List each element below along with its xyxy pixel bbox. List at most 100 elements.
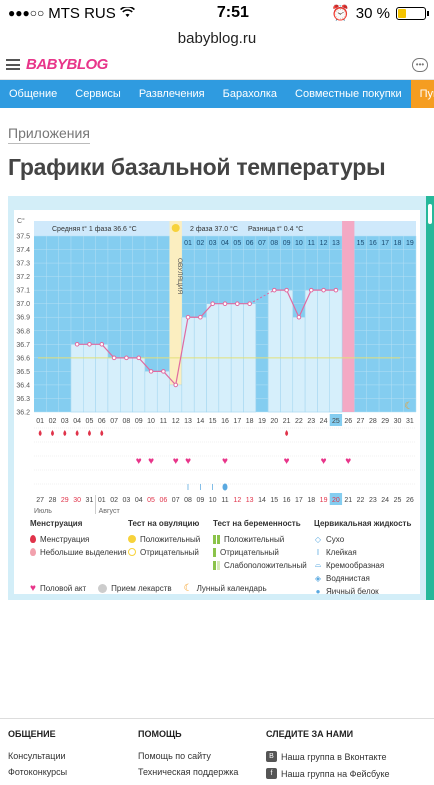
cervical-mark: [222, 483, 228, 491]
top-day-label: 07: [258, 240, 266, 247]
phase1-summary: Средняя t° 1 фаза 36.6 °С: [52, 225, 137, 233]
temp-bar: [329, 289, 343, 413]
menstruation-drop: [63, 430, 67, 436]
today-marker-bottom: [329, 493, 343, 505]
cycle-day-label: 31: [406, 418, 414, 425]
legend-cervical-title: Цервикальная жидкость: [314, 519, 412, 528]
calendar-date-label: 22: [357, 497, 365, 504]
today-marker: [329, 414, 343, 426]
temperature-point: [148, 369, 154, 374]
heart-icon: ♥: [30, 583, 36, 594]
calendar-date-label: 13: [246, 497, 254, 504]
menu-icon[interactable]: [6, 59, 20, 70]
pill-icon: [98, 584, 108, 593]
temperature-point: [235, 301, 240, 306]
cycle-day-label: 23: [307, 418, 315, 425]
temperature-point: [87, 342, 92, 347]
legend-item: Сухо: [326, 534, 345, 544]
egg-white-icon: ●: [315, 586, 321, 596]
breadcrumb[interactable]: Приложения: [8, 125, 90, 144]
temp-bar: [120, 357, 133, 413]
cycle-day-label: 04: [73, 418, 81, 425]
footer-vk-link[interactable]: B Наша группа в Вконтакте: [266, 751, 390, 762]
legend-item: Слабоположительный: [224, 560, 307, 570]
legend-item: Отрицательный: [220, 547, 279, 557]
highlight-column: [342, 236, 355, 412]
calendar-date-label: 08: [184, 497, 192, 504]
cycle-day-label: 07: [110, 418, 118, 425]
faint-bar-icon: [213, 560, 220, 570]
calendar-date-label: 09: [196, 497, 204, 504]
cycle-day-label: 03: [61, 418, 69, 425]
legend-item: Клейкая: [326, 547, 357, 557]
double-bar-icon: [213, 534, 220, 544]
nav-item-entertainment[interactable]: Развлечения: [138, 88, 205, 100]
nav-item-flea-market[interactable]: Барахолка: [222, 88, 278, 100]
spotting-drop: [285, 430, 289, 436]
calendar-date-label: 03: [123, 497, 131, 504]
y-tick-label: 36.9: [16, 315, 30, 322]
temperature-point: [99, 342, 105, 347]
battery-percent: 30 %: [355, 4, 390, 22]
calendar-date-label: 04: [135, 497, 143, 504]
y-tick-label: 37.1: [16, 288, 30, 295]
temp-bar: [267, 289, 281, 413]
temp-bar: [292, 316, 306, 413]
heart-mark: ♥: [173, 456, 179, 467]
side-tab[interactable]: [426, 196, 434, 600]
y-tick-label: 37.2: [16, 274, 30, 281]
footer-link-label: Наша группа на Фейсбуке: [281, 768, 390, 779]
menstruation-drop: [75, 430, 79, 436]
temp-bar: [83, 344, 96, 413]
top-day-label: 08: [270, 240, 278, 247]
cycle-day-label: 29: [381, 418, 389, 425]
top-day-label: 04: [221, 240, 229, 247]
battery-icon: [395, 6, 429, 20]
heart-mark: ♥: [345, 456, 351, 467]
legend-item: Менструация: [40, 534, 90, 544]
cycle-day-label: 01: [36, 418, 44, 425]
chat-icon[interactable]: •••: [412, 57, 428, 72]
nav-item-services[interactable]: Сервисы: [75, 88, 121, 100]
bottom-legend: ♥ Половой акт Прием лекарств ☾ Лунный кале…: [30, 583, 267, 594]
address-bar[interactable]: babyblog.ru: [0, 26, 434, 50]
nav-item-group-buying[interactable]: Совместные покупки: [295, 88, 402, 100]
y-tick-label: 36.2: [16, 410, 30, 417]
footer-link[interactable]: Техническая поддержка: [138, 767, 239, 777]
ovulation-sun-icon: [171, 224, 180, 232]
temp-bar: [95, 344, 109, 413]
y-tick-label: 37.5: [16, 234, 30, 241]
cycle-day-label: 17: [233, 418, 241, 425]
cervical-mark: I: [212, 483, 214, 492]
cycle-day-label: 20: [270, 418, 278, 425]
top-day-label: 19: [406, 240, 414, 247]
temp-bar: [193, 316, 207, 413]
carrier-label: MTS RUS: [48, 4, 116, 22]
heart-mark: ♥: [136, 456, 142, 467]
footer-link[interactable]: Помощь по сайту: [138, 751, 211, 761]
calendar-date-label: 10: [209, 497, 217, 504]
cycle-day-label: 13: [184, 418, 192, 425]
single-bar-icon: [213, 547, 216, 557]
legend-item: Положительный: [140, 534, 201, 544]
nav-item-communication[interactable]: Общение: [9, 88, 58, 100]
diff-summary: Разница t° 0.4 °С: [248, 225, 303, 233]
legend-item: Прием лекарств: [111, 584, 172, 593]
temp-bar: [144, 371, 158, 413]
highlight-column-top: [342, 221, 355, 236]
creamy-icon: ⌓: [314, 560, 322, 569]
cycle-day-label: 22: [295, 418, 303, 425]
menstruation-drop: [100, 430, 104, 436]
footer-link[interactable]: Фотоконкурсы: [8, 767, 68, 777]
legend-item: Кремообразная: [326, 560, 385, 570]
footer-link[interactable]: Консультации: [8, 751, 66, 761]
top-day-label: 12: [320, 240, 328, 247]
site-logo[interactable]: BABYBLOG: [26, 56, 108, 73]
nav-item-navel[interactable]: Пупочная рана: [410, 80, 434, 108]
footer-title: ПОМОЩЬ: [138, 729, 182, 739]
legend-item: Водянистая: [326, 573, 370, 583]
legend-item: Положительный: [224, 534, 285, 544]
y-tick-label: 37.0: [16, 301, 30, 308]
legend-item: Яичный белок: [326, 586, 379, 596]
calendar-date-label: 17: [295, 497, 303, 504]
